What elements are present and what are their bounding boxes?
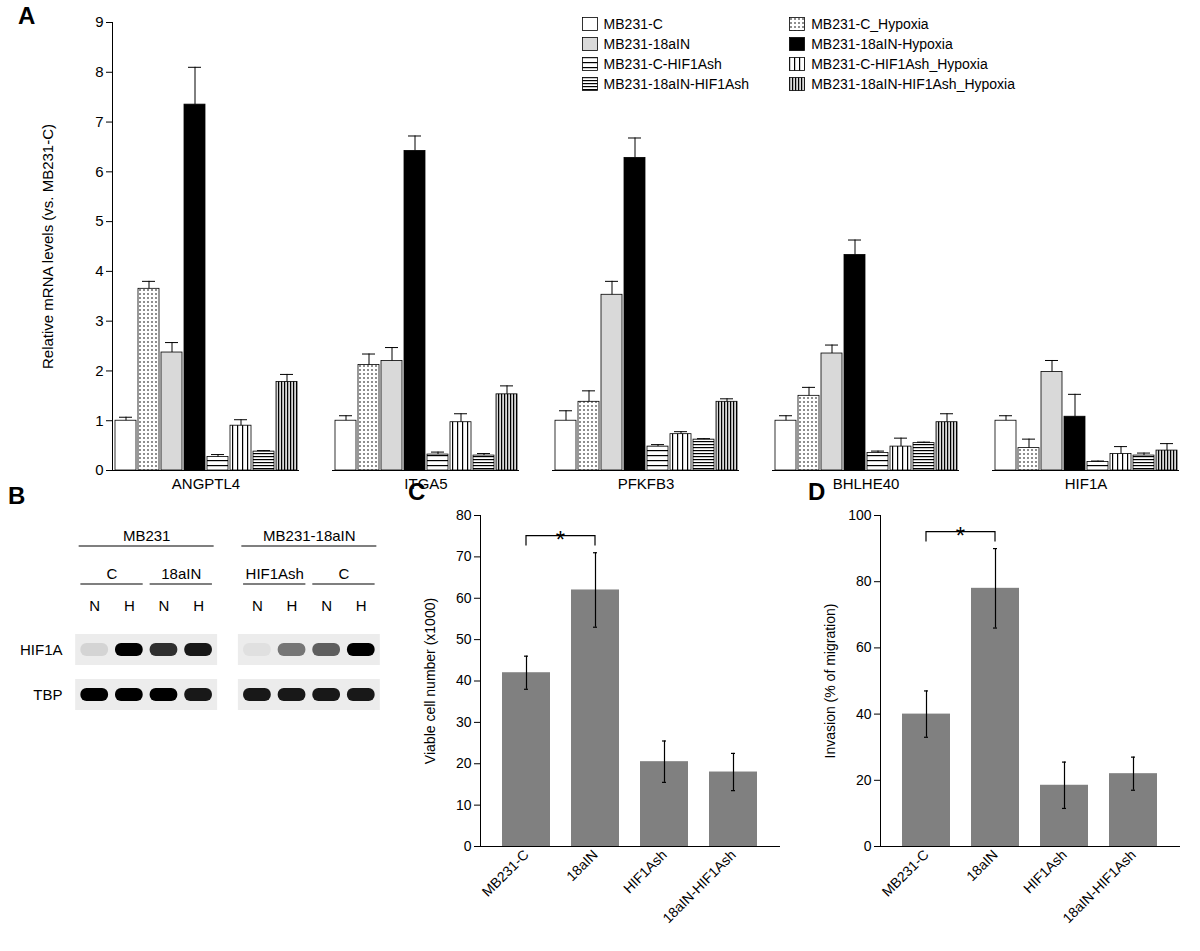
svg-text:C: C — [107, 565, 118, 582]
svg-text:N: N — [321, 597, 332, 614]
svg-text:50: 50 — [456, 631, 472, 647]
svg-text:10: 10 — [456, 797, 472, 813]
svg-text:HIF1A: HIF1A — [20, 641, 63, 658]
svg-text:100: 100 — [848, 507, 872, 523]
svg-text:HIF1Ash: HIF1Ash — [620, 846, 670, 896]
svg-text:Viable cell number (x1000): Viable cell number (x1000) — [422, 598, 438, 764]
svg-text:6: 6 — [95, 163, 103, 180]
svg-text:3: 3 — [95, 312, 103, 329]
svg-text:40: 40 — [856, 706, 872, 722]
svg-text:18aIN: 18aIN — [963, 846, 1001, 884]
svg-text:H: H — [124, 597, 135, 614]
svg-text:0: 0 — [864, 838, 872, 854]
svg-text:1: 1 — [95, 412, 103, 429]
svg-text:20: 20 — [456, 755, 472, 771]
svg-text:MB231-C: MB231-C — [879, 846, 932, 899]
svg-text:0: 0 — [464, 838, 472, 854]
svg-text:N: N — [159, 597, 170, 614]
svg-text:C: C — [339, 565, 350, 582]
svg-text:9: 9 — [95, 13, 103, 30]
svg-text:18aIN: 18aIN — [563, 846, 601, 884]
svg-text:8: 8 — [95, 63, 103, 80]
svg-text:7: 7 — [95, 113, 103, 130]
svg-text:MB231: MB231 — [123, 527, 171, 544]
svg-text:*: * — [956, 522, 965, 549]
svg-text:H: H — [356, 597, 367, 614]
svg-text:60: 60 — [456, 590, 472, 606]
svg-text:MB231-18aIN: MB231-18aIN — [263, 527, 356, 544]
svg-text:20: 20 — [856, 772, 872, 788]
svg-text:PFKFB3: PFKFB3 — [618, 475, 675, 492]
svg-text:60: 60 — [856, 639, 872, 655]
svg-text:N: N — [252, 597, 263, 614]
svg-text:HIF1A: HIF1A — [1065, 475, 1108, 492]
svg-text:Invasion (% of migration): Invasion (% of migration) — [822, 604, 838, 759]
svg-text:18aIN-HIF1Ash: 18aIN-HIF1Ash — [1059, 846, 1139, 926]
svg-text:Relative mRNA levels (vs. MB23: Relative mRNA levels (vs. MB231-C) — [39, 124, 56, 369]
svg-text:H: H — [287, 597, 298, 614]
svg-text:MB231-C: MB231-C — [479, 846, 532, 899]
svg-text:*: * — [556, 526, 565, 553]
svg-text:TBP: TBP — [33, 686, 62, 703]
svg-text:ANGPTL4: ANGPTL4 — [172, 475, 240, 492]
svg-text:0: 0 — [95, 461, 103, 478]
svg-text:18aIN: 18aIN — [161, 565, 201, 582]
svg-text:30: 30 — [456, 714, 472, 730]
svg-text:N: N — [89, 597, 100, 614]
svg-text:5: 5 — [95, 212, 103, 229]
svg-text:80: 80 — [456, 507, 472, 523]
svg-text:BHLHE40: BHLHE40 — [833, 475, 900, 492]
svg-text:HIF1Ash: HIF1Ash — [1020, 846, 1070, 896]
svg-text:18aIN-HIF1Ash: 18aIN-HIF1Ash — [659, 846, 739, 926]
svg-text:40: 40 — [456, 672, 472, 688]
svg-text:2: 2 — [95, 362, 103, 379]
svg-text:70: 70 — [456, 548, 472, 564]
svg-text:HIF1Ash: HIF1Ash — [246, 565, 304, 582]
svg-text:80: 80 — [856, 573, 872, 589]
svg-text:H: H — [193, 597, 204, 614]
svg-text:4: 4 — [95, 262, 103, 279]
